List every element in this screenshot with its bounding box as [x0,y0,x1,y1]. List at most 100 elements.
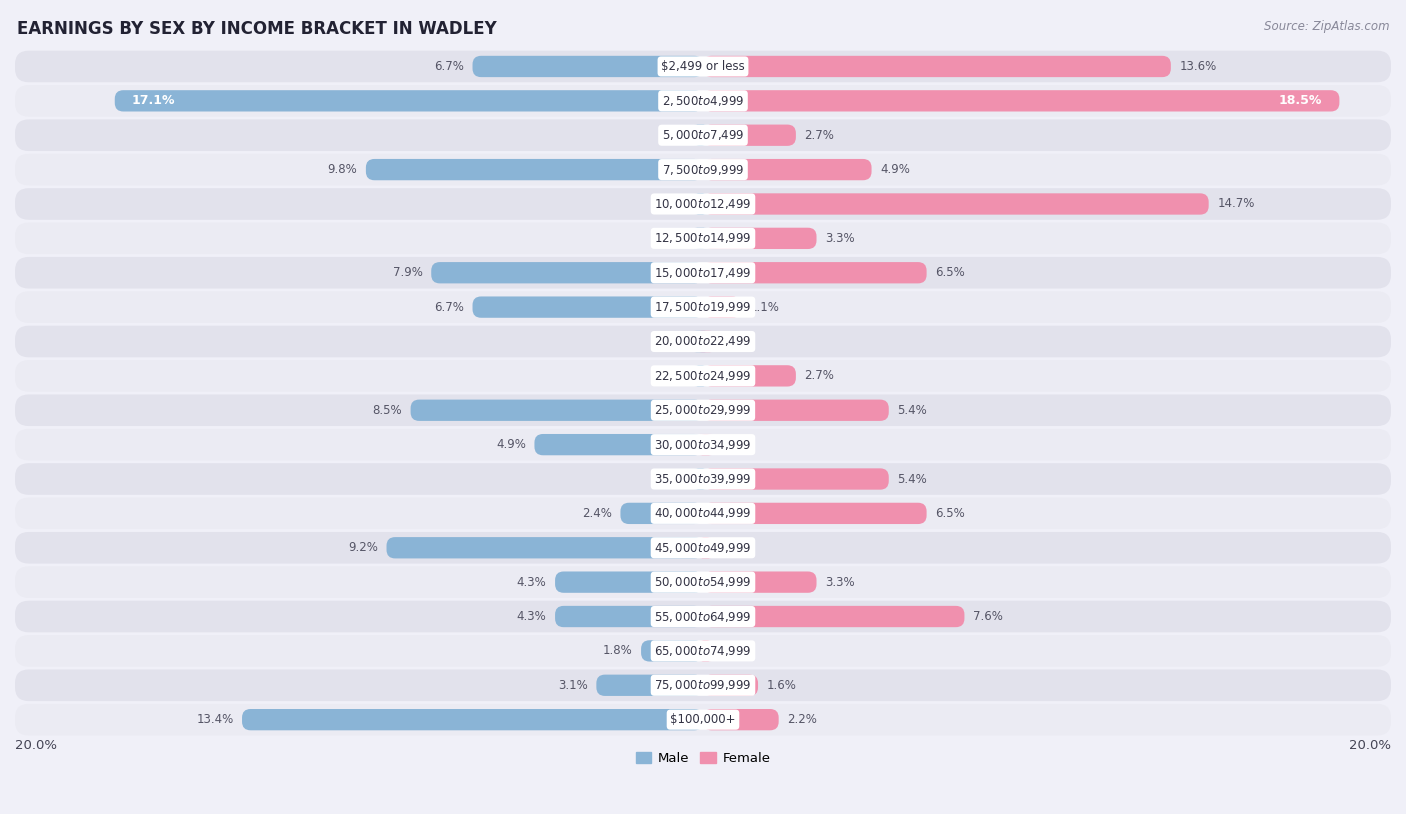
FancyBboxPatch shape [703,125,796,146]
FancyBboxPatch shape [695,365,706,387]
Text: 0.0%: 0.0% [665,370,695,383]
Text: 6.7%: 6.7% [434,60,464,73]
FancyBboxPatch shape [15,257,1391,288]
FancyBboxPatch shape [703,606,965,627]
FancyBboxPatch shape [695,228,706,249]
Text: 20.0%: 20.0% [1348,738,1391,751]
Text: 4.3%: 4.3% [517,575,547,589]
FancyBboxPatch shape [115,90,703,112]
Text: $30,000 to $34,999: $30,000 to $34,999 [654,438,752,452]
FancyBboxPatch shape [703,159,872,180]
Text: 0.0%: 0.0% [665,198,695,211]
Text: 13.4%: 13.4% [197,713,233,726]
FancyBboxPatch shape [555,606,703,627]
FancyBboxPatch shape [703,365,796,387]
Text: $75,000 to $99,999: $75,000 to $99,999 [654,678,752,692]
Text: 20.0%: 20.0% [15,738,58,751]
FancyBboxPatch shape [387,537,703,558]
Text: $45,000 to $49,999: $45,000 to $49,999 [654,540,752,555]
FancyBboxPatch shape [700,434,711,455]
FancyBboxPatch shape [641,641,703,662]
FancyBboxPatch shape [534,434,703,455]
Text: 0.0%: 0.0% [711,335,741,348]
FancyBboxPatch shape [472,56,703,77]
Text: 4.9%: 4.9% [496,438,526,451]
Text: 17.1%: 17.1% [132,94,176,107]
FancyBboxPatch shape [366,159,703,180]
FancyBboxPatch shape [703,675,758,696]
FancyBboxPatch shape [472,296,703,317]
Text: 7.9%: 7.9% [392,266,423,279]
FancyBboxPatch shape [703,228,817,249]
Text: $15,000 to $17,499: $15,000 to $17,499 [654,265,752,280]
FancyBboxPatch shape [15,463,1391,495]
FancyBboxPatch shape [596,675,703,696]
FancyBboxPatch shape [703,571,817,593]
FancyBboxPatch shape [703,193,1209,215]
FancyBboxPatch shape [703,503,927,524]
FancyBboxPatch shape [15,291,1391,323]
FancyBboxPatch shape [15,601,1391,632]
FancyBboxPatch shape [555,571,703,593]
Text: 3.3%: 3.3% [825,575,855,589]
Text: $7,500 to $9,999: $7,500 to $9,999 [662,163,744,177]
FancyBboxPatch shape [411,400,703,421]
FancyBboxPatch shape [703,262,927,283]
Text: 13.6%: 13.6% [1180,60,1216,73]
Text: 7.6%: 7.6% [973,610,1002,623]
FancyBboxPatch shape [15,429,1391,461]
Text: $12,500 to $14,999: $12,500 to $14,999 [654,231,752,245]
Text: $5,000 to $7,499: $5,000 to $7,499 [662,129,744,142]
Text: 14.7%: 14.7% [1218,198,1254,211]
Text: 1.8%: 1.8% [603,645,633,658]
FancyBboxPatch shape [703,90,1340,112]
Text: 6.7%: 6.7% [434,300,464,313]
Text: $35,000 to $39,999: $35,000 to $39,999 [654,472,752,486]
Text: 2.7%: 2.7% [804,129,834,142]
FancyBboxPatch shape [703,709,779,730]
FancyBboxPatch shape [695,193,706,215]
FancyBboxPatch shape [695,468,706,490]
FancyBboxPatch shape [15,669,1391,701]
FancyBboxPatch shape [15,120,1391,151]
Text: 4.9%: 4.9% [880,163,910,176]
Text: 0.0%: 0.0% [711,645,741,658]
Text: 5.4%: 5.4% [897,404,927,417]
FancyBboxPatch shape [15,704,1391,736]
FancyBboxPatch shape [15,567,1391,598]
FancyBboxPatch shape [15,635,1391,667]
FancyBboxPatch shape [700,330,711,352]
Text: 8.5%: 8.5% [373,404,402,417]
FancyBboxPatch shape [695,330,706,352]
FancyBboxPatch shape [695,125,706,146]
Text: 3.3%: 3.3% [825,232,855,245]
Text: $100,000+: $100,000+ [671,713,735,726]
FancyBboxPatch shape [15,395,1391,426]
Text: $2,499 or less: $2,499 or less [661,60,745,73]
FancyBboxPatch shape [700,641,711,662]
Text: 1.6%: 1.6% [766,679,797,692]
Text: $65,000 to $74,999: $65,000 to $74,999 [654,644,752,658]
Text: Source: ZipAtlas.com: Source: ZipAtlas.com [1264,20,1389,33]
Text: $2,500 to $4,999: $2,500 to $4,999 [662,94,744,107]
Text: 4.3%: 4.3% [517,610,547,623]
FancyBboxPatch shape [432,262,703,283]
Text: $50,000 to $54,999: $50,000 to $54,999 [654,575,752,589]
FancyBboxPatch shape [15,188,1391,220]
Text: 0.0%: 0.0% [665,335,695,348]
FancyBboxPatch shape [620,503,703,524]
FancyBboxPatch shape [15,85,1391,116]
Text: 0.0%: 0.0% [665,129,695,142]
Text: 2.2%: 2.2% [787,713,817,726]
Text: 5.4%: 5.4% [897,472,927,485]
FancyBboxPatch shape [15,50,1391,82]
FancyBboxPatch shape [15,154,1391,186]
FancyBboxPatch shape [15,222,1391,254]
FancyBboxPatch shape [15,532,1391,563]
FancyBboxPatch shape [703,56,1171,77]
Text: 18.5%: 18.5% [1279,94,1322,107]
FancyBboxPatch shape [703,468,889,490]
Text: 0.0%: 0.0% [665,232,695,245]
Text: 2.4%: 2.4% [582,507,612,520]
Text: $40,000 to $44,999: $40,000 to $44,999 [654,506,752,520]
